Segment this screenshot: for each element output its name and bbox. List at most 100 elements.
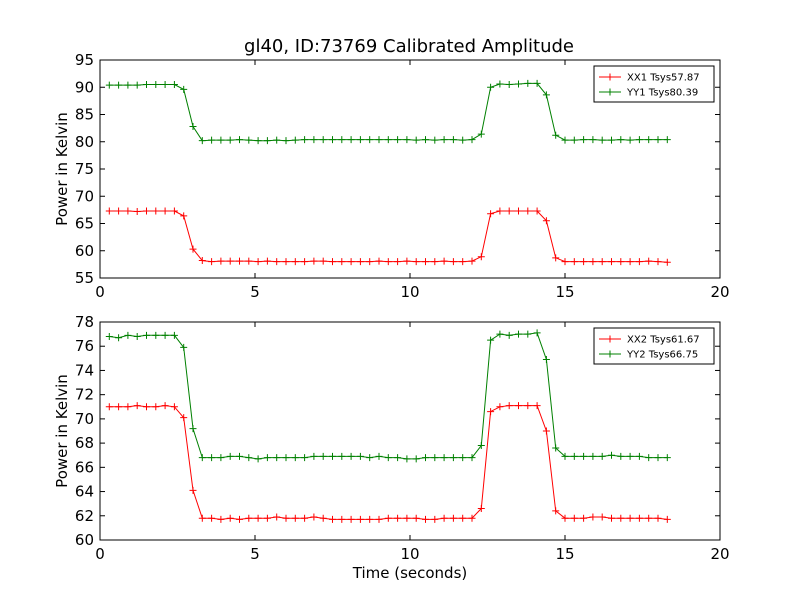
data-point-marker xyxy=(384,136,392,144)
data-point-marker xyxy=(245,514,253,522)
data-point-marker xyxy=(347,452,355,460)
data-point-marker xyxy=(589,258,597,266)
data-point-marker xyxy=(468,514,476,522)
data-point-marker xyxy=(226,136,234,144)
data-point-marker xyxy=(329,452,336,460)
data-point-marker xyxy=(663,454,671,462)
data-point-marker xyxy=(440,514,448,522)
data-point-marker xyxy=(338,258,346,266)
data-point-marker xyxy=(645,136,653,144)
data-point-marker xyxy=(245,454,253,462)
data-point-marker xyxy=(561,258,569,266)
data-point-marker xyxy=(515,402,522,410)
data-point-marker xyxy=(608,258,615,266)
data-point-marker xyxy=(645,454,653,462)
data-point-marker xyxy=(589,513,597,521)
data-point-marker xyxy=(515,207,522,215)
data-point-marker xyxy=(580,514,588,522)
y-tick-label: 60 xyxy=(75,531,94,549)
data-point-marker xyxy=(161,402,169,410)
data-point-marker xyxy=(366,454,374,462)
data-point-marker xyxy=(403,455,411,463)
data-point-marker xyxy=(152,207,160,215)
y-tick-label: 75 xyxy=(75,160,94,178)
data-point-marker xyxy=(282,258,290,266)
data-point-marker xyxy=(412,514,420,522)
data-point-marker xyxy=(170,403,178,411)
data-point-marker xyxy=(375,452,383,460)
data-point-marker xyxy=(663,515,671,523)
data-point-marker xyxy=(524,207,532,215)
data-point-marker xyxy=(617,258,625,266)
x-tick-label: 10 xyxy=(400,545,419,563)
data-point-marker xyxy=(217,136,225,144)
legend-marker-sample xyxy=(606,335,614,343)
x-tick-label: 15 xyxy=(555,283,574,301)
data-point-marker xyxy=(412,258,420,266)
data-point-marker xyxy=(310,513,318,521)
y-tick-label: 70 xyxy=(75,187,94,205)
data-point-marker xyxy=(477,130,485,138)
figure-title: gl40, ID:73769 Calibrated Amplitude xyxy=(244,36,574,57)
data-point-marker xyxy=(477,442,485,450)
data-point-marker xyxy=(635,452,643,460)
data-point-marker xyxy=(226,257,234,265)
data-point-marker xyxy=(263,454,271,462)
data-point-marker xyxy=(124,81,132,89)
data-point-marker xyxy=(263,514,271,522)
data-point-marker xyxy=(422,454,429,462)
data-point-marker xyxy=(329,258,336,266)
data-point-marker xyxy=(291,136,299,144)
data-point-marker xyxy=(105,81,113,89)
data-point-marker xyxy=(338,136,346,144)
data-point-marker xyxy=(645,257,653,265)
data-point-marker xyxy=(338,515,346,523)
data-point-marker xyxy=(319,257,327,265)
data-point-marker xyxy=(617,452,625,460)
x-tick-label: 5 xyxy=(250,545,260,563)
data-point-marker xyxy=(366,136,374,144)
data-point-marker xyxy=(282,454,290,462)
data-point-marker xyxy=(431,515,439,523)
data-point-marker xyxy=(115,334,123,342)
data-point-marker xyxy=(403,257,411,265)
data-point-marker xyxy=(468,454,476,462)
y-tick-label: 85 xyxy=(75,106,94,124)
data-point-marker xyxy=(198,257,206,265)
data-point-marker xyxy=(533,207,541,215)
data-point-marker xyxy=(124,331,132,339)
data-point-marker xyxy=(115,81,123,89)
legend-box xyxy=(593,65,715,103)
data-point-marker xyxy=(487,210,495,218)
data-point-marker xyxy=(505,81,513,89)
data-point-marker xyxy=(198,454,206,462)
data-point-marker xyxy=(384,454,392,462)
data-point-marker xyxy=(254,514,262,522)
data-point-marker xyxy=(626,452,634,460)
legend-entry-label: YY2 Tsys66.75 xyxy=(626,350,698,361)
data-point-marker xyxy=(515,80,522,88)
data-point-marker xyxy=(208,136,216,144)
data-point-marker xyxy=(189,122,197,130)
data-point-marker xyxy=(496,80,504,88)
x-tick-label: 15 xyxy=(555,545,574,563)
data-point-marker xyxy=(161,331,169,339)
data-point-marker xyxy=(505,402,513,410)
y-tick-label: 70 xyxy=(75,410,94,428)
data-point-marker xyxy=(477,505,485,513)
data-point-marker xyxy=(254,258,262,266)
data-point-marker xyxy=(226,452,234,460)
data-point-marker xyxy=(412,136,420,144)
data-point-marker xyxy=(524,330,532,338)
data-point-marker xyxy=(496,403,504,411)
x-tick-label: 20 xyxy=(710,283,729,301)
data-point-marker xyxy=(449,136,457,144)
y-tick-label: 78 xyxy=(75,313,94,331)
data-point-marker xyxy=(143,81,150,89)
data-point-marker xyxy=(198,137,206,145)
data-point-marker xyxy=(496,207,504,215)
data-point-marker xyxy=(626,136,634,144)
data-point-marker xyxy=(635,514,643,522)
data-point-marker xyxy=(319,136,327,144)
data-point-marker xyxy=(152,403,160,411)
